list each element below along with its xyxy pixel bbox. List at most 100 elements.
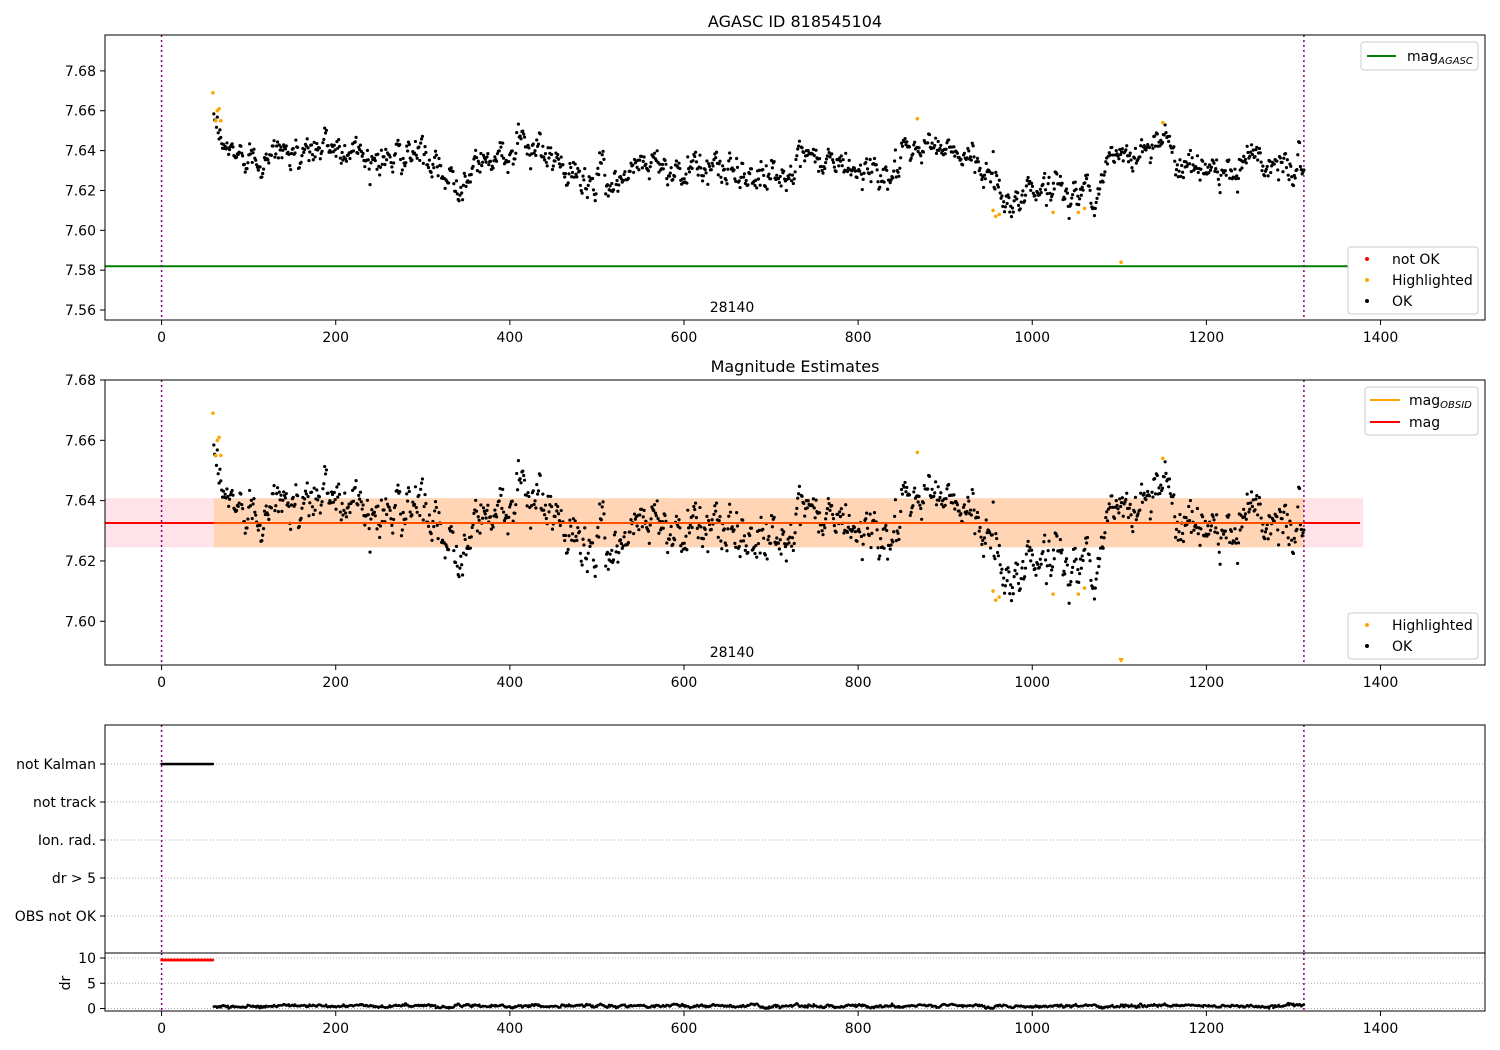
ok-point xyxy=(368,550,372,554)
ok-point xyxy=(571,517,576,521)
ok-point xyxy=(339,518,343,522)
ok-point xyxy=(337,138,341,142)
ok-point xyxy=(463,537,467,542)
ok-point xyxy=(385,512,389,517)
ok-point xyxy=(1139,138,1144,142)
ok-point xyxy=(783,544,788,549)
ok-point xyxy=(1078,557,1083,561)
ok-point xyxy=(611,558,616,562)
highlighted-point xyxy=(218,118,223,123)
ok-point xyxy=(795,154,799,158)
ok-point xyxy=(617,183,621,187)
ok-point xyxy=(1263,537,1267,541)
ok-point xyxy=(573,162,577,166)
ok-point xyxy=(1212,161,1216,165)
ok-point xyxy=(1111,505,1115,509)
ok-point xyxy=(1268,159,1272,163)
ok-point xyxy=(709,168,713,172)
ok-point xyxy=(461,183,466,187)
ok-point xyxy=(654,514,658,518)
ok-point xyxy=(642,155,646,159)
ok-point xyxy=(311,512,315,517)
ok-point xyxy=(703,168,707,172)
ok-point xyxy=(1164,130,1168,135)
ok-point xyxy=(1139,144,1143,148)
ok-point xyxy=(500,154,504,158)
ok-point xyxy=(637,168,641,172)
ok-point xyxy=(272,484,276,488)
ok-point xyxy=(805,506,809,510)
ok-point xyxy=(649,161,653,165)
legend-point-label: OK xyxy=(1392,639,1413,655)
ok-point xyxy=(225,487,229,491)
ok-point xyxy=(1020,193,1024,197)
ok-point xyxy=(1057,549,1062,553)
ok-point xyxy=(1142,491,1146,495)
ok-point xyxy=(284,144,288,148)
ok-point xyxy=(716,173,720,177)
ok-point xyxy=(878,185,882,189)
ok-point xyxy=(302,150,306,155)
ok-point xyxy=(309,143,314,147)
ok-point xyxy=(831,160,836,165)
ok-point xyxy=(541,144,545,148)
ok-point xyxy=(939,143,943,148)
ok-point xyxy=(1254,497,1258,501)
ok-point xyxy=(1064,187,1069,191)
ok-point xyxy=(1179,537,1183,542)
ok-point xyxy=(529,167,533,171)
ok-point xyxy=(1149,510,1153,514)
ok-point xyxy=(1142,144,1146,148)
ok-point xyxy=(237,501,241,505)
ok-point xyxy=(493,508,497,512)
ok-point xyxy=(898,166,902,170)
ok-point xyxy=(1285,512,1289,517)
ok-point xyxy=(600,153,604,157)
ok-point xyxy=(1198,178,1202,182)
ok-point xyxy=(1021,189,1025,193)
ok-point xyxy=(937,498,941,502)
ok-point xyxy=(1222,532,1226,536)
highlighted-point xyxy=(991,208,995,213)
ok-point xyxy=(1127,506,1131,510)
ok-point xyxy=(519,137,523,141)
ok-point xyxy=(443,556,447,560)
ok-point xyxy=(1284,524,1289,528)
ok-point xyxy=(1248,154,1252,158)
ok-point xyxy=(543,152,548,156)
ok-point xyxy=(315,141,319,146)
y-tick-label: 0 xyxy=(87,1001,96,1017)
ok-point xyxy=(1023,566,1028,570)
ok-point xyxy=(1078,572,1082,576)
ok-point xyxy=(219,479,223,483)
ok-point xyxy=(1150,143,1154,147)
ok-point xyxy=(335,485,339,489)
ok-point xyxy=(1242,507,1246,511)
ok-point xyxy=(572,175,576,179)
ok-point xyxy=(403,164,407,168)
ok-point xyxy=(737,179,741,183)
ok-point xyxy=(527,494,531,499)
ok-point xyxy=(354,135,358,139)
ok-point xyxy=(330,490,334,494)
ok-point xyxy=(597,535,601,539)
ok-point xyxy=(242,162,246,167)
ok-point xyxy=(536,492,540,496)
ok-point xyxy=(544,516,548,521)
ok-point xyxy=(518,134,522,138)
ok-point xyxy=(521,469,525,473)
ok-point xyxy=(241,154,245,158)
ok-point xyxy=(1195,506,1200,511)
ok-point xyxy=(1018,207,1022,211)
ok-point xyxy=(1058,537,1063,542)
ok-point xyxy=(759,160,763,164)
x-tick-label: 1000 xyxy=(1014,1021,1050,1037)
ok-point xyxy=(550,527,555,531)
ok-point xyxy=(361,503,365,507)
highlighted-point xyxy=(915,116,920,121)
ok-point xyxy=(576,526,580,530)
ok-point xyxy=(1002,576,1006,580)
ok-point xyxy=(234,155,239,159)
ok-point xyxy=(300,154,304,158)
ok-point xyxy=(899,487,904,492)
